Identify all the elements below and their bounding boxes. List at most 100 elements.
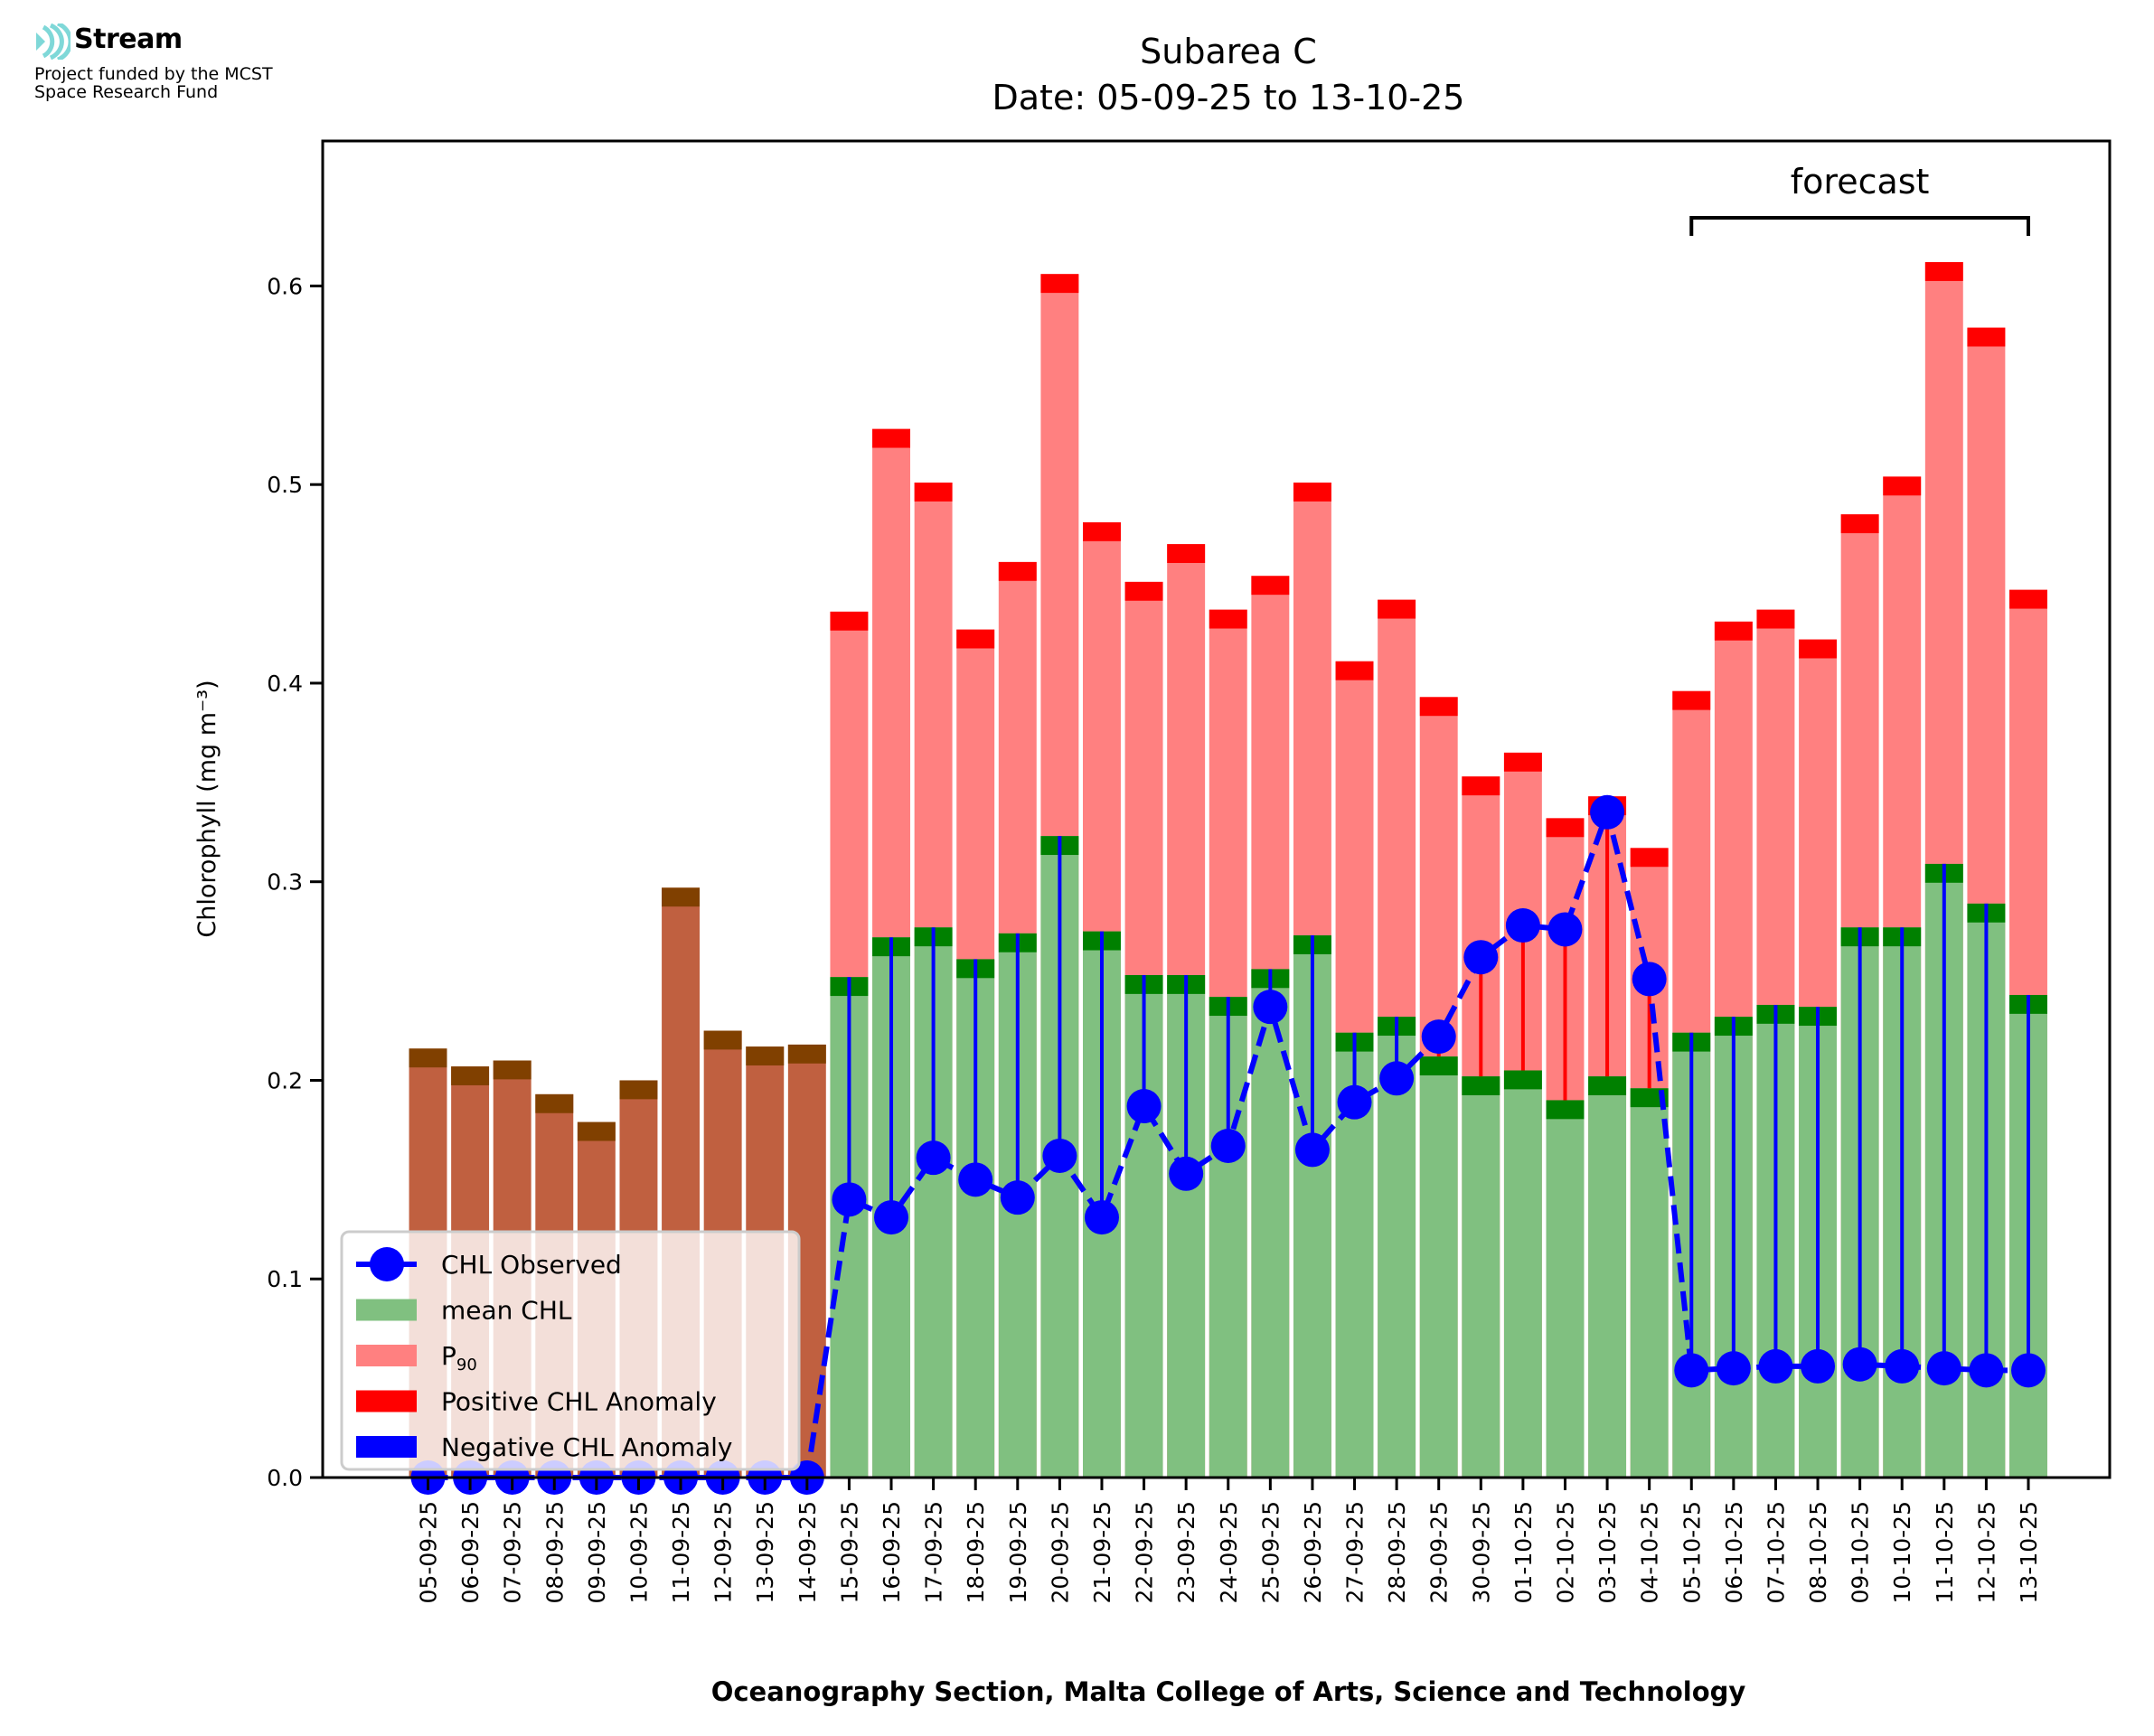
observed-point [1463,940,1499,975]
legend-patch-swatch [356,1436,417,1458]
p90-threshold-band [1799,639,1838,659]
p90-threshold-band [2009,589,2047,609]
stream-logo-icon [36,23,71,60]
y-tick-label: 0.0 [267,1465,303,1491]
p90-threshold-band [956,629,995,649]
p90-threshold-band [1293,482,1331,502]
legend-label-subscript: 90 [456,1356,477,1375]
y-tick-label: 0.1 [267,1266,303,1292]
x-tick-label: 06-09-25 [457,1501,484,1603]
p90-threshold-band [1840,514,1879,534]
mean-chl-band [787,1044,826,1064]
x-tick-label: 02-10-25 [1552,1501,1578,1603]
mean-chl-bar [1588,1076,1627,1478]
mean-chl-band [1462,1076,1500,1095]
x-tick-label: 27-09-25 [1342,1501,1369,1603]
x-tick-label: 19-09-25 [1005,1501,1031,1603]
legend-patch-swatch [356,1390,417,1412]
mean-chl-band [535,1093,574,1113]
p90-threshold-band [1167,544,1206,563]
observed-point [1969,1353,2004,1388]
mean-chl-bar [1630,1088,1669,1478]
p90-threshold-band [872,428,910,448]
observed-point [1801,1348,1836,1384]
observed-point [832,1182,867,1217]
x-tick-label: 22-09-25 [1132,1501,1158,1603]
x-tick-label: 08-09-25 [541,1501,568,1603]
x-tick-label: 12-10-25 [1973,1501,1999,1603]
p90-threshold-band [1124,581,1163,601]
legend-label: mean CHL [441,1296,572,1326]
x-tick-label: 05-10-25 [1679,1501,1705,1603]
chart-title: Subarea C [1140,32,1317,71]
mean-chl-band [662,887,701,907]
observed-point [1885,1348,1920,1384]
forecast-label: forecast [1791,162,1930,202]
p90-threshold-band [1546,818,1585,838]
x-tick-label: 26-09-25 [1300,1501,1326,1603]
observed-point [1210,1128,1246,1163]
x-tick-label: 28-09-25 [1384,1501,1410,1603]
x-tick-label: 03-10-25 [1594,1501,1621,1603]
y-tick-label: 0.4 [267,671,303,697]
observed-point [1084,1200,1119,1235]
y-tick-label: 0.3 [267,869,303,896]
y-tick-label: 0.5 [267,472,303,498]
p90-threshold-band [1419,697,1458,717]
p90-threshold-band [1251,576,1290,596]
x-tick-label: 25-09-25 [1257,1501,1284,1603]
x-tick-label: 13-09-25 [752,1501,778,1603]
logo-subtitle-line2: Space Research Fund [34,82,219,102]
x-tick-label: 11-09-25 [668,1501,694,1603]
x-tick-label: 06-10-25 [1721,1501,1747,1603]
p90-threshold-band [1924,262,1963,281]
p90-threshold-band [1378,599,1416,619]
p90-threshold-band [1083,521,1121,541]
mean-chl-band [577,1121,616,1141]
p90-threshold-band [1503,752,1542,772]
x-tick-label: 10-09-25 [626,1501,652,1603]
plot-frame [321,139,2112,1479]
x-tick-label: 09-09-25 [584,1501,610,1603]
legend-marker-swatch [370,1247,404,1281]
legend-patch-swatch [356,1345,417,1366]
y-tick-label: 0.6 [267,273,303,299]
x-tick-label: 29-09-25 [1426,1501,1453,1603]
mean-chl-bar [1503,1070,1542,1478]
observed-point [1421,1019,1456,1055]
p90-threshold-band [1967,327,2006,347]
anomaly-stems-layer [847,812,2030,1371]
observed-point [1632,962,1667,997]
x-tick-label: 07-09-25 [500,1501,526,1603]
logo-subtitle: Project funded by the MCST Space Researc… [34,65,273,101]
legend-patch-swatch [356,1299,417,1321]
x-tick-label: 23-09-25 [1173,1501,1199,1603]
observed-point [1253,990,1288,1025]
mean-chl-band [409,1048,447,1068]
x-tick-label: 01-10-25 [1510,1501,1537,1603]
mean-chl-band [1630,1088,1669,1108]
observed-point [1000,1180,1035,1215]
forecast-annotation: forecast [1689,162,2030,236]
mean-chl-band [451,1066,490,1085]
x-axis-label: Oceanography Section, Malta College of A… [711,1676,1746,1707]
x-tick-label: 04-10-25 [1637,1501,1663,1603]
y-tick-label: 0.2 [267,1067,303,1093]
p90-threshold-band [1672,690,1711,710]
observed-point [1042,1138,1077,1173]
chart-subtitle: Date: 05-09-25 to 13-10-25 [992,78,1465,117]
p90-threshold-band [1883,476,1922,496]
p90-threshold-band [1462,776,1500,796]
observed-point [1337,1084,1372,1120]
observed-point [1590,794,1625,830]
p90-threshold-band [1756,609,1795,629]
mean-chl-band [1503,1070,1542,1090]
x-tick-label: 18-09-25 [963,1501,989,1603]
observed-point [916,1140,951,1176]
observed-point [1674,1353,1709,1388]
mean-chl-band [493,1060,531,1080]
x-tick-label: 11-10-25 [1932,1501,1958,1603]
mean-chl-band [619,1080,658,1100]
mean-chl-bar [1462,1076,1500,1478]
